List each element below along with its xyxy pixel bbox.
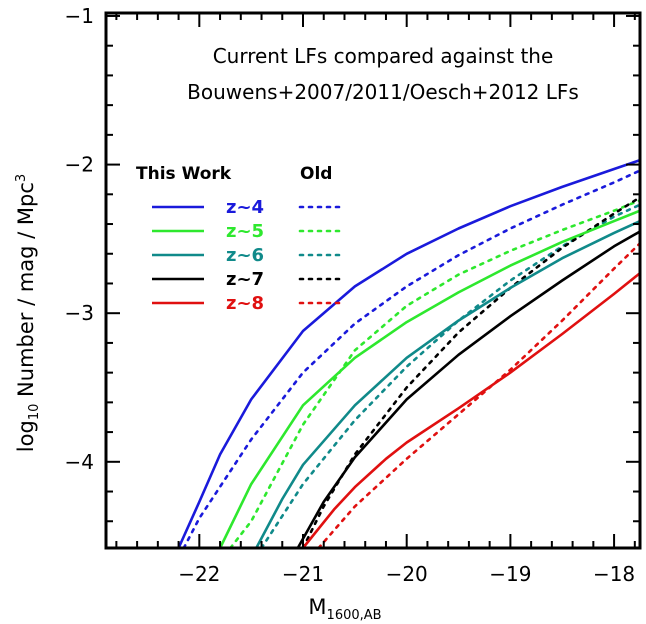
x-axis-title-main: M (308, 595, 326, 619)
tick-labels: −22 −21 −20 −19 −18 −4 −3 −2 −1 (65, 4, 636, 586)
series-line-current-z7 (296, 230, 641, 549)
legend-label: z~5 (226, 221, 264, 242)
series-line-current-z5 (218, 209, 641, 549)
x-tick-label: −22 (178, 562, 220, 586)
y-tick-label: −2 (65, 153, 94, 177)
series-line-current-z4 (177, 158, 641, 549)
x-tick-label: −20 (386, 562, 428, 586)
legend: z~4 z~5 z~6 z~7 z~8 (152, 197, 346, 314)
series-line-old-z5 (229, 199, 642, 550)
plot-lines (177, 158, 642, 550)
series-line-old-z4 (182, 169, 642, 550)
x-tick-label: −19 (489, 562, 531, 586)
legend-label: z~4 (226, 197, 264, 218)
series-line-current-z6 (255, 219, 641, 549)
legend-header-this-work: This Work (136, 164, 232, 184)
legend-label: z~7 (226, 269, 264, 290)
chart-title-line-1: Current LFs compared against the (213, 44, 554, 68)
x-tick-label: −21 (282, 562, 324, 586)
legend-header-old: Old (300, 164, 332, 184)
series-line-old-z7 (301, 196, 642, 550)
legend-label: z~8 (226, 293, 264, 314)
y-axis-title-main: Number / mag / Mpc (14, 182, 38, 404)
y-axis-title-sub: 10 (27, 404, 42, 421)
x-tick-label: −18 (593, 562, 635, 586)
y-tick-label: −4 (65, 450, 94, 474)
series-line-current-z8 (301, 272, 641, 549)
x-axis-title-sub: 1600,AB (327, 608, 382, 623)
y-axis-title-pre: log (14, 420, 38, 452)
y-axis-title-sup: 3 (14, 174, 29, 182)
legend-label: z~6 (226, 245, 264, 266)
y-tick-label: −3 (65, 301, 94, 325)
y-tick-label: −1 (65, 4, 94, 28)
axis-ticks (106, 13, 640, 548)
x-axis-title: M1600,AB (308, 595, 381, 623)
plot-frame (104, 11, 642, 550)
chart-title-line-2: Bouwens+2007/2011/Oesch+2012 LFs (187, 80, 579, 104)
y-axis-title: log10 Number / mag / Mpc3 (14, 174, 42, 452)
